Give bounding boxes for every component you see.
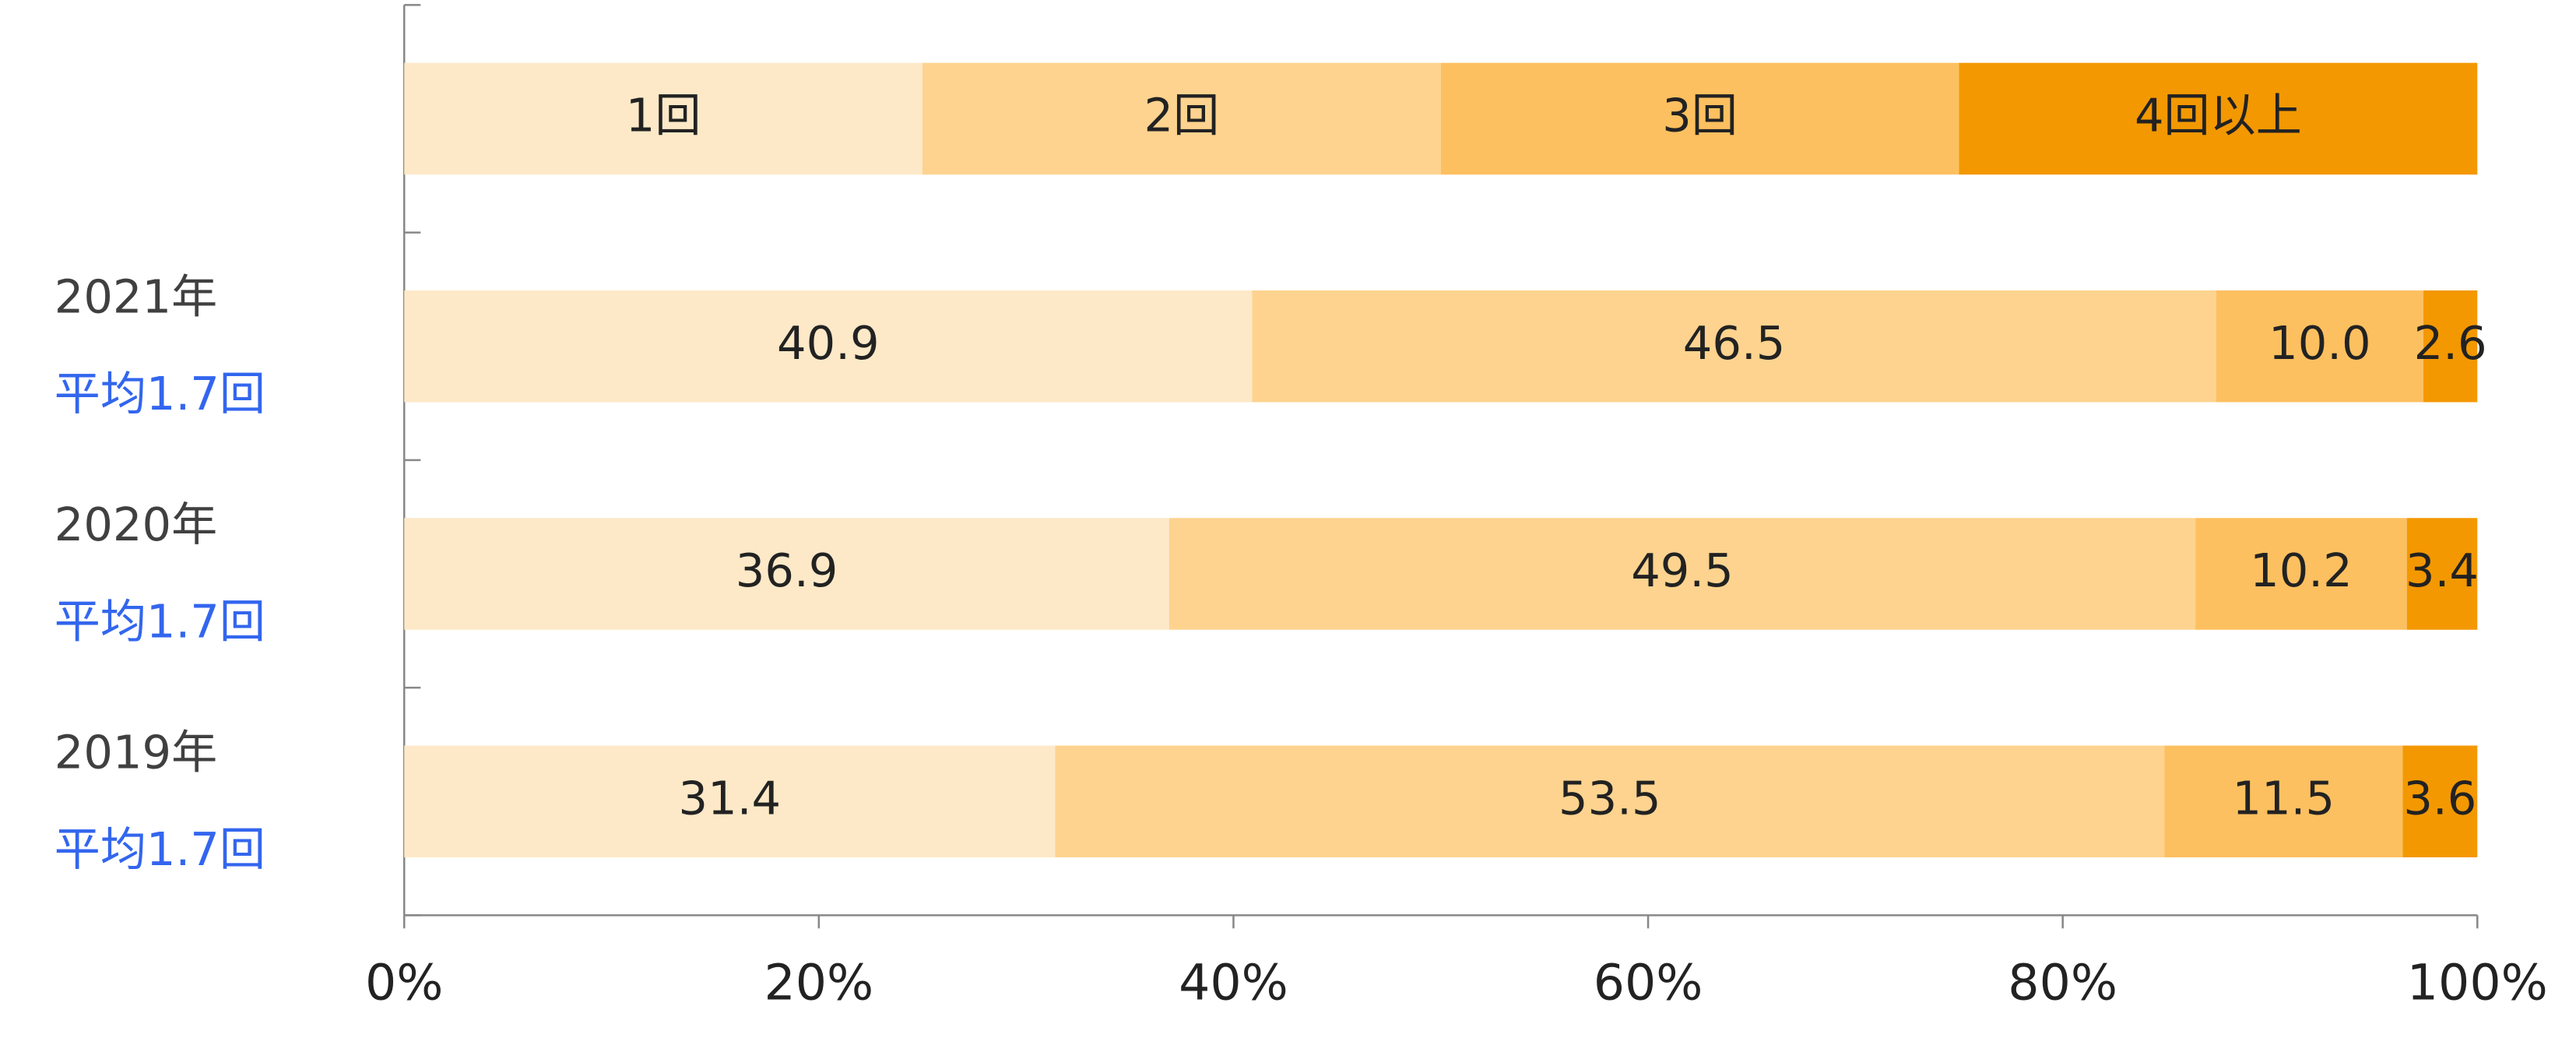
x-tick-label: 60% [1594,954,1703,1012]
x-tick-label: 0% [365,954,443,1012]
legend-swatch [922,62,1441,175]
bar-segment [1169,518,2196,630]
value-label: 3.4 [2406,544,2479,597]
legend-swatch [1959,62,2478,175]
legend-label: 3回 [1662,89,1738,143]
value-label: 36.9 [736,544,838,597]
bar-segment [2423,290,2478,403]
value-label: 11.5 [2233,771,2335,825]
value-label: 10.0 [2268,316,2371,370]
category-average: 平均1.7回 [54,822,265,876]
category-average: 平均1.7回 [54,595,265,649]
bar-segment [404,518,1169,630]
value-label: 10.2 [2250,544,2353,597]
category-label: 2019年 [54,725,217,779]
bar-segment [2406,518,2478,630]
value-label: 40.9 [777,316,880,370]
bar-segment [1055,745,2165,857]
value-label: 3.6 [2403,771,2476,825]
x-tick-label: 80% [2008,954,2117,1012]
bar-segment [1252,290,2216,403]
category-label: 2020年 [54,498,217,551]
legend-swatch [1440,62,1959,175]
legend-label: 4回以上 [2135,89,2302,143]
bar-segment [404,745,1056,857]
x-tick-label: 40% [1179,954,1288,1012]
bar-segment [2164,745,2403,857]
x-tick-label: 100% [2407,954,2548,1012]
value-label: 53.5 [1559,771,1661,825]
category-average: 平均1.7回 [54,367,265,420]
value-label: 46.5 [1683,316,1786,370]
value-label: 2.6 [2414,316,2487,370]
legend-swatch [404,62,923,175]
legend-label: 2回 [1144,89,1220,143]
x-tick-label: 20% [764,954,873,1012]
value-label: 31.4 [679,771,782,825]
bar-segment [404,290,1253,403]
legend-label: 1回 [626,89,701,143]
bar-segment [2195,518,2407,630]
category-label: 2021年 [54,270,217,324]
value-label: 49.5 [1631,544,1734,597]
bar-segment [2216,290,2424,403]
bar-segment [2402,745,2478,857]
